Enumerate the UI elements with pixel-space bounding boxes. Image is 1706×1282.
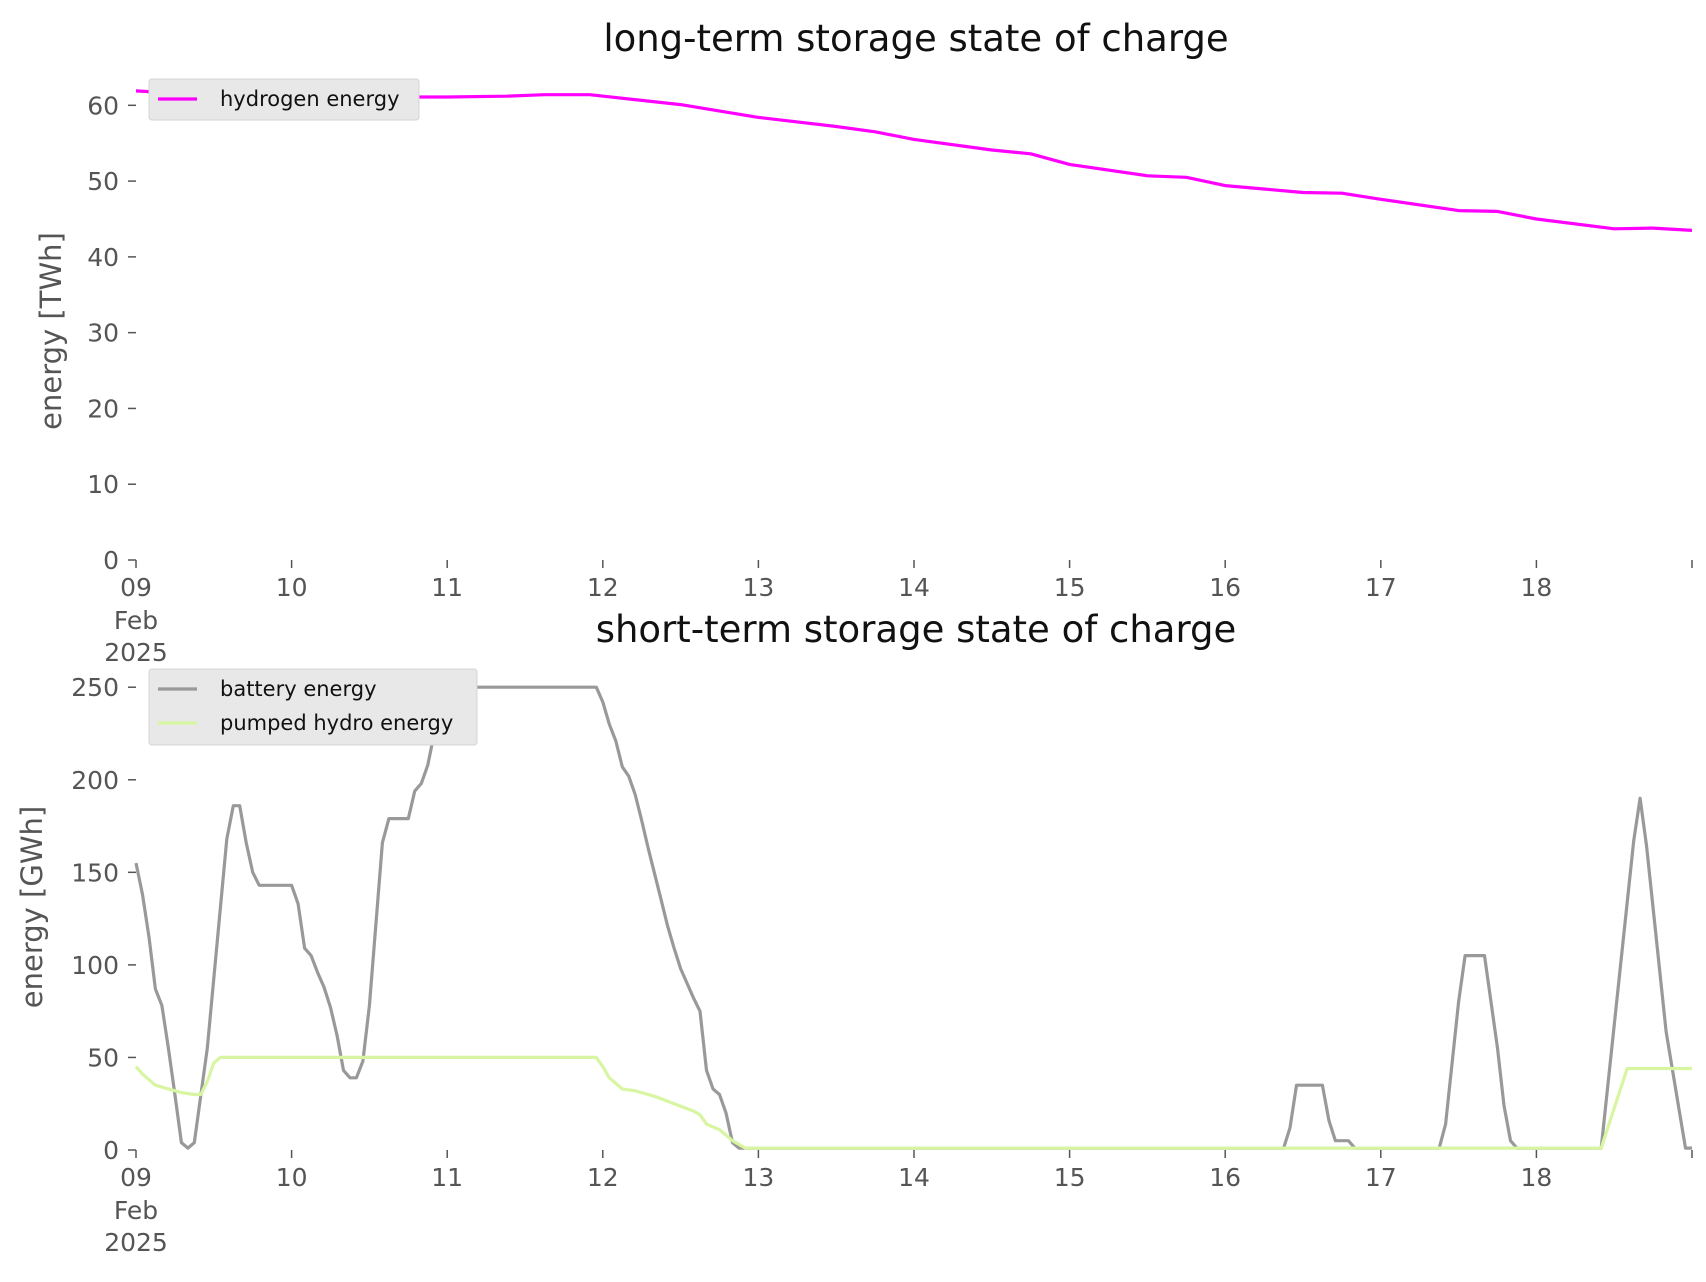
axes-long-term: 0 10 20 30 40 50 60 09 Feb 2025 10 11 12 13 14 15 16 17 18 — [87, 91, 1693, 667]
x-tick-label: 18 — [1520, 1163, 1552, 1192]
x-tick-label: 13 — [742, 573, 774, 602]
y-tick-label: 60 — [87, 91, 119, 120]
legend-label-battery-energy: battery energy — [220, 677, 377, 701]
x-tick-label: 16 — [1209, 573, 1241, 602]
x-tick-sublabel: Feb — [114, 1196, 158, 1225]
x-tick-sublabel: 2025 — [104, 1228, 168, 1257]
series-line-pumped-hydro-energy — [134, 1055, 1692, 1150]
legend-box — [148, 668, 478, 746]
x-tick-label: 10 — [276, 573, 308, 602]
y-tick-label: 0 — [103, 546, 119, 575]
x-tick-sublabel: Feb — [114, 606, 158, 635]
series-long-term — [135, 89, 1693, 232]
x-tick-label: 18 — [1520, 573, 1552, 602]
y-tick-label: 150 — [71, 858, 119, 887]
long-term-chart-panel: long-term storage state of charge energy… — [34, 17, 1693, 667]
x-tick-label: 17 — [1365, 1163, 1397, 1192]
series-line-battery-energy — [134, 685, 1692, 1150]
y-tick-label: 20 — [87, 394, 119, 423]
legend-short-term: battery energy pumped hydro energy — [148, 668, 478, 746]
series-short-term — [134, 685, 1692, 1150]
legend-label-pumped-hydro-energy: pumped hydro energy — [220, 711, 453, 735]
chart-title-short-term: short-term storage state of charge — [596, 608, 1237, 651]
y-tick-label: 10 — [87, 470, 119, 499]
x-tick-label: 15 — [1054, 1163, 1086, 1192]
axes-short-term: 0 50 100 150 200 250 09 Feb 2025 10 11 12 13 14 15 16 17… — [71, 673, 1693, 1257]
y-tick-label: 50 — [87, 167, 119, 196]
y-axis-label-short-term: energy [GWh] — [15, 806, 49, 1008]
y-tick-label: 250 — [71, 673, 119, 702]
x-tick-label: 15 — [1054, 573, 1086, 602]
x-tick-label: 11 — [431, 1163, 463, 1192]
x-tick-label: 17 — [1365, 573, 1397, 602]
series-line-hydrogen-energy — [135, 89, 1693, 232]
legend-label-hydrogen-energy: hydrogen energy — [220, 87, 400, 111]
x-tick-label: 12 — [587, 1163, 619, 1192]
y-tick-label: 100 — [71, 951, 119, 980]
short-term-chart-panel: short-term storage state of charge energ… — [15, 608, 1693, 1257]
x-tick-label: 09 — [120, 1163, 152, 1192]
y-axis-label-long-term: energy [TWh] — [34, 232, 68, 430]
y-tick-label: 30 — [87, 319, 119, 348]
y-tick-label: 50 — [87, 1043, 119, 1072]
x-tick-label: 11 — [431, 573, 463, 602]
x-tick-label: 12 — [587, 573, 619, 602]
x-tick-label: 14 — [898, 573, 930, 602]
x-tick-label: 16 — [1209, 1163, 1241, 1192]
x-tick-label: 14 — [898, 1163, 930, 1192]
x-tick-label: 10 — [276, 1163, 308, 1192]
x-tick-label: 09 — [120, 573, 152, 602]
x-tick-label: 13 — [742, 1163, 774, 1192]
y-tick-label: 200 — [71, 766, 119, 795]
y-tick-label: 0 — [103, 1136, 119, 1165]
legend-long-term: hydrogen energy — [148, 78, 420, 121]
y-tick-label: 40 — [87, 243, 119, 272]
legend-box — [148, 78, 420, 121]
x-tick-sublabel: 2025 — [104, 638, 168, 667]
chart-title-long-term: long-term storage state of charge — [603, 17, 1228, 60]
